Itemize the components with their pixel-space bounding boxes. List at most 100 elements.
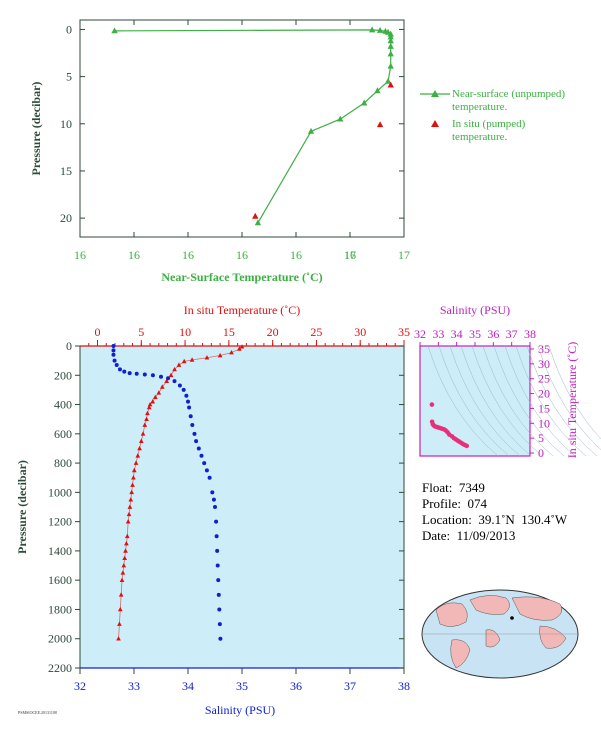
temperature-point [125,519,131,524]
temperature-point [229,349,234,355]
legend-item-near-surface: Near-surface (unpumped) temperature. [420,88,601,114]
temperature-point [150,399,156,404]
profile-y-tick-label: 400 [54,398,72,412]
profile-bottom-tick-label: 35 [236,679,248,693]
profile-y-tick-label: 1800 [48,602,72,616]
density-contour [537,345,601,451]
profile-y-tick-label: 1000 [48,485,72,499]
ts-top-tick-label: 33 [432,327,444,341]
ts-right-tick-label: 0 [538,446,544,460]
temperature-point [217,352,223,358]
salinity-point [213,505,217,509]
profile-bottom-axis-label: Salinity (PSU) [205,703,275,717]
legend-label-in-situ: In situ (pumped) temperature. [452,118,526,143]
profile-id: Profile: 074 [422,496,487,511]
salinity-point [218,636,223,641]
salinity-point [216,592,221,597]
density-contour [515,345,587,457]
salinity-point [122,369,127,374]
near-surface-point [387,50,394,57]
density-contour [526,345,598,457]
near-surface-point [387,37,394,44]
salinity-point [215,563,220,568]
temperature-point [131,467,137,473]
near-surface-point [111,27,118,34]
temperature-point [176,362,182,367]
top-y-axis-label: Pressure (decibar) [29,82,43,176]
float-info: Float: 7349 Profile: 074 Location: 39.1˚… [422,480,567,544]
top-plot-frame [79,19,405,238]
ts-right-tick-label: 35 [538,342,550,356]
top-x-tick-label: 17 [344,248,356,262]
legend-label-near-surface: Near-surface (unpumped) temperature. [452,88,566,113]
density-contour [548,345,601,440]
temperature-point [117,621,122,626]
ts-right-axis-label: In situ Temperature (˚C) [565,342,579,459]
temperature-point [135,453,141,458]
salinity-point [188,414,193,419]
profile-y-tick-label: 200 [54,368,72,382]
top-y-tick-label: 20 [60,211,72,225]
temperature-point [152,394,158,400]
temperature-point [159,384,165,389]
temperature-point [119,577,125,583]
in-situ-point [376,121,384,128]
temperature-point [129,489,135,495]
salinity-point [172,379,177,384]
temperature-point [145,410,150,416]
temperature-point [237,346,242,351]
profile-top-tick-label: 5 [138,325,144,339]
salinity-point [111,348,116,353]
salinity-point [166,376,171,381]
near-surface-point [387,33,394,40]
legend-item-in-situ: In situ (pumped) temperature. [420,118,582,144]
temperature-point [123,548,128,553]
near-surface-point [387,62,394,69]
ts-top-tick-label: 34 [451,327,463,341]
top-x-tick-label: 16 [344,248,356,262]
temperature-point [133,460,139,465]
temperature-point [172,366,177,372]
footer-tag: PSMSIOCEE.20131108 [18,710,57,715]
legend-triangle-marker-icon [431,120,439,127]
top-y-tick-label: 0 [66,22,72,36]
ts-right-tick-label: 5 [538,431,544,445]
float-id: Float: 7349 [422,480,485,495]
profile-plot-background [80,346,404,668]
temperature-point [239,344,245,349]
profile-y-tick-label: 0 [66,339,72,353]
temperature-point [142,422,148,427]
salinity-point [190,423,195,428]
salinity-point [217,607,222,612]
salinity-point [127,371,132,376]
profile-bottom-tick-label: 33 [128,679,140,693]
density-contour [482,345,554,457]
ts-right-tick-label: 15 [538,401,550,415]
salinity-point [111,344,116,348]
profile-y-tick-label: 1600 [48,573,72,587]
salinity-point [214,519,219,524]
ts-top-tick-label: 37 [506,327,518,341]
temperature-point [122,555,127,561]
salinity-point [184,393,189,398]
in-situ-point [252,212,259,219]
temperature-point [138,438,144,443]
salinity-point [196,446,201,451]
salinity-point [207,475,212,480]
salinity-point [202,461,207,466]
profile-top-tick-label: 25 [310,325,322,339]
date: Date: 11/09/2013 [422,528,516,543]
land-mass [511,596,562,621]
profile-top-tick-label: 10 [179,325,191,339]
profile-top-axis-label: In situ Temperature (˚C) [184,303,301,317]
salinity-point [216,578,221,583]
salinity-point [114,363,119,368]
near-surface-point [376,26,384,33]
ts-top-tick-label: 35 [469,327,481,341]
profile-y-tick-label: 1200 [48,515,72,529]
temperature-point [121,562,127,568]
near-surface-temperature-line [114,29,392,224]
profile-bottom-tick-label: 34 [182,679,194,693]
salinity-point [217,622,222,627]
temperature-point [144,416,149,422]
